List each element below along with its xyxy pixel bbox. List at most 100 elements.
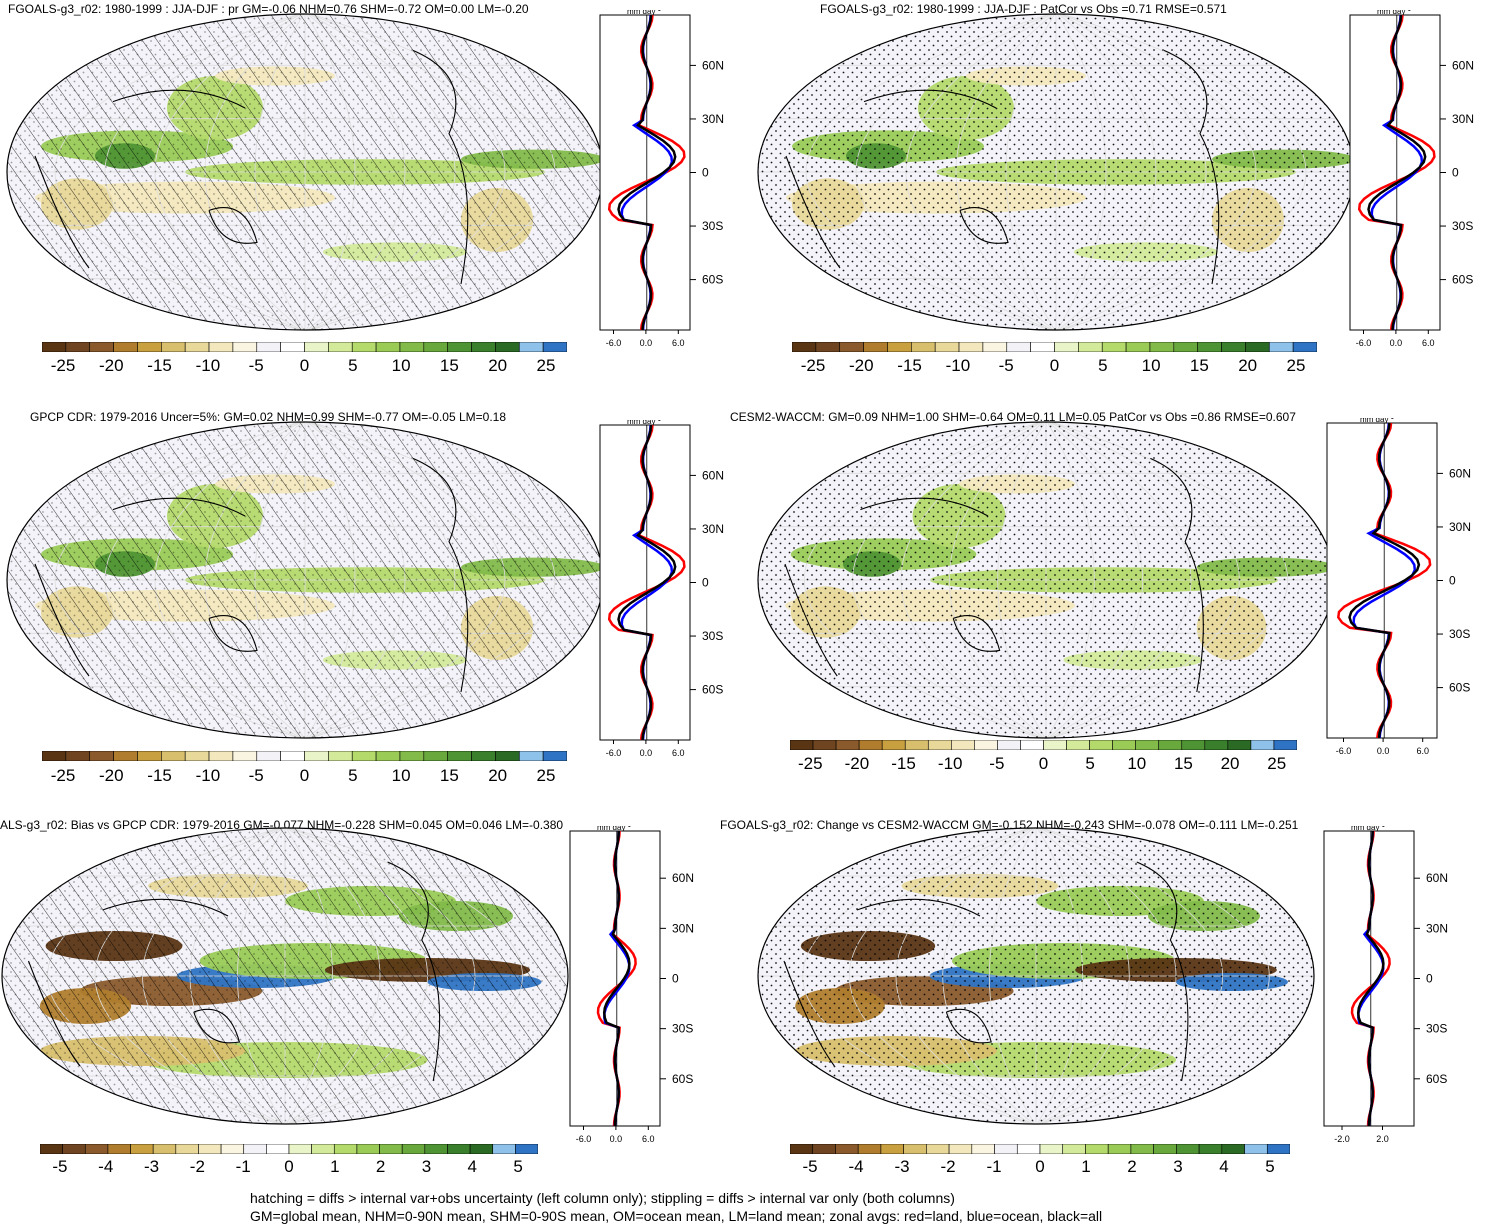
latitude-tick-label: 0 (1449, 574, 1456, 588)
colorbar-tick-label: -20 (99, 766, 124, 785)
colorbar (40, 1144, 538, 1154)
panel-title: FGOALS-g3_r02: 1980-1999 : JJA-DJF : Pat… (820, 2, 1227, 16)
colorbar-tick-label: 0 (1049, 356, 1060, 375)
colorbar-tick-label: 15 (439, 766, 459, 785)
latitude-tick-label: 30N (672, 921, 694, 935)
map-plot (1, 827, 569, 1125)
colorbar-tick-label: -1 (235, 1157, 251, 1176)
zonal-x-tick-label: 0.0 (640, 748, 653, 758)
colorbar-tick-label: 0 (1035, 1157, 1045, 1176)
latitude-tick-label: 0 (702, 166, 709, 180)
colorbar-tick-label: 0 (1038, 754, 1049, 773)
colorbar-tick-label: -2 (189, 1157, 205, 1176)
panel-title: FGOALS-g3_r02: Change vs CESM2-WACCM GM=… (720, 818, 1299, 832)
colorbar-tick-label: -25 (50, 356, 76, 375)
colorbar-tick-label: 5 (348, 766, 358, 785)
colorbar-tick-label: -25 (797, 754, 823, 773)
units-label: mm day-1 (627, 420, 661, 426)
latitude-tick-label: 60S (1449, 681, 1470, 695)
zonal-x-tick-label: 0.0 (640, 338, 653, 348)
colorbar-tick-label: -4 (848, 1157, 864, 1176)
units-label: mm day-1 (627, 10, 661, 16)
colorbar-tick-label: 0 (299, 356, 310, 375)
colorbar-tick-label: -25 (800, 356, 826, 375)
zonal-x-tick-label: 0.0 (610, 1134, 623, 1144)
colorbar-tick-label: -1 (986, 1157, 1002, 1176)
zonal-average-plot: 60N 30N 0 30S 60S -6.0 0.0 6.0 mm day-1 (1326, 418, 1471, 756)
zonal-x-tick-label: -6.0 (576, 1134, 592, 1144)
latitude-tick-label: 30N (1452, 112, 1474, 126)
latitude-tick-label: 60S (1426, 1072, 1447, 1086)
colorbar-tick-label: 10 (391, 766, 411, 785)
latitude-tick-label: 30N (702, 112, 724, 126)
colorbar-tick-label: 10 (391, 356, 411, 375)
colorbar-tick-label: 3 (421, 1157, 432, 1176)
colorbar-tick-label: 20 (1220, 754, 1240, 773)
zonal-x-tick-label: 0.0 (1377, 746, 1390, 756)
latitude-tick-label: 60N (672, 871, 694, 885)
latitude-tick-label: 60N (1449, 466, 1471, 480)
colorbar-tick-label: 1 (1081, 1157, 1091, 1176)
latitude-tick-label: 60S (702, 683, 723, 697)
latitude-tick-label: 0 (1452, 166, 1459, 180)
colorbar-tick-label: 25 (536, 766, 556, 785)
colorbar-tick-label: -10 (195, 766, 221, 785)
colorbar-tick-label: -20 (844, 754, 870, 773)
colorbar-tick-label: -10 (945, 356, 971, 375)
latitude-tick-label: 30N (1426, 921, 1448, 935)
colorbar-tick-label: 5 (513, 1157, 523, 1176)
colorbar-tick-label: -3 (894, 1157, 910, 1176)
latitude-tick-label: 60N (1426, 871, 1448, 885)
colorbar-tick-label: 1 (330, 1157, 340, 1176)
colorbar-tick-label: -15 (891, 754, 916, 773)
colorbar-tick-label: -10 (195, 356, 221, 375)
colorbar-tick-label: -15 (897, 356, 922, 375)
colorbar-tick-label: 20 (488, 766, 508, 785)
colorbar-tick-label: 5 (1265, 1157, 1275, 1176)
latitude-tick-label: 60N (1452, 58, 1474, 72)
zonal-average-plot: 60N 30N 0 30S 60S -6.0 0.0 6.0 mm day-1 (569, 826, 694, 1144)
latitude-tick-label: 60S (1452, 273, 1473, 287)
colorbar-tick-label: 25 (536, 356, 556, 375)
zonal-x-tick-label: 0.0 (1390, 338, 1403, 348)
latitude-tick-label: 30N (1449, 520, 1471, 534)
zonal-x-tick-label: -6.0 (1336, 746, 1352, 756)
zonal-average-plot: 60N 30N 0 30S 60S -6.0 0.0 6.0 mm day-1 (599, 10, 724, 348)
latitude-tick-label: 60S (702, 273, 723, 287)
colorbar (790, 1144, 1290, 1154)
colorbar-tick-label: -25 (50, 766, 76, 785)
colorbar-tick-label: -20 (99, 356, 124, 375)
colorbar (42, 751, 567, 761)
zonal-average-plot: 60N 30N 0 30S 60S -2.0 2.0 mm day-1 (1323, 826, 1448, 1144)
latitude-tick-label: 30S (702, 629, 723, 643)
zonal-x-tick-label: -6.0 (606, 748, 622, 758)
colorbar-tick-label: -5 (248, 766, 264, 785)
latitude-tick-label: 60S (672, 1072, 693, 1086)
latitude-tick-label: 60N (702, 468, 724, 482)
colorbar-tick-labels: -5 -4 -3 -2 -1 0 1 2 3 4 5 (790, 1157, 1290, 1177)
latitude-tick-label: 30N (702, 522, 724, 536)
latitude-tick-label: 30S (672, 1022, 693, 1036)
colorbar-tick-label: 25 (1286, 356, 1306, 375)
latitude-tick-label: 0 (1426, 972, 1433, 986)
colorbar-tick-label: -15 (147, 356, 172, 375)
map-plot (757, 827, 1315, 1125)
colorbar-tick-label: 0 (284, 1157, 294, 1176)
colorbar (790, 740, 1297, 750)
map-plot (757, 421, 1335, 739)
colorbar-tick-label: 20 (488, 356, 508, 375)
zonal-x-tick-label: 6.0 (642, 1134, 655, 1144)
latitude-tick-label: 30S (1452, 219, 1473, 233)
colorbar-tick-label: -5 (802, 1157, 818, 1176)
colorbar-tick-label: 15 (1189, 356, 1209, 375)
zonal-x-tick-label: 2.0 (1376, 1134, 1389, 1144)
units-label: mm day-1 (1360, 418, 1394, 424)
colorbar-tick-label: -15 (147, 766, 172, 785)
units-label: mm day-1 (1351, 826, 1385, 832)
colorbar-tick-label: 5 (348, 356, 358, 375)
latitude-tick-label: 30S (702, 219, 723, 233)
colorbar-tick-label: -3 (143, 1157, 160, 1176)
panel-title: FGOALS-g3_r02: 1980-1999 : JJA-DJF : pr … (8, 2, 529, 16)
colorbar-tick-label: 15 (439, 356, 459, 375)
panel-title: CESM2-WACCM: GM=0.09 NHM=1.00 SHM=-0.64 … (730, 410, 1296, 424)
